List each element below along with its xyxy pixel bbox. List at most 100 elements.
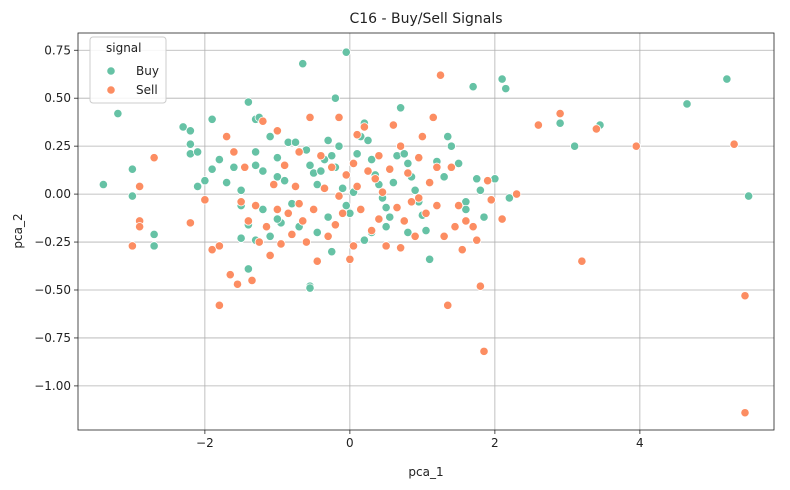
point-sell — [269, 179, 279, 190]
point-sell — [577, 256, 587, 266]
point-sell — [475, 281, 485, 291]
point-sell — [439, 231, 449, 241]
point-sell — [392, 202, 402, 213]
point-buy — [504, 193, 514, 203]
series-sell — [127, 70, 750, 418]
point-buy — [272, 172, 282, 182]
y-tick-label: 0.00 — [44, 187, 71, 201]
point-buy — [472, 174, 482, 184]
x-axis-ticks: −2 0 2 4 — [196, 430, 644, 450]
y-tick-label: −0.25 — [34, 235, 71, 249]
point-buy — [149, 229, 159, 239]
point-sell — [421, 208, 431, 218]
point-buy — [113, 108, 123, 119]
point-sell — [454, 201, 464, 211]
point-sell — [425, 177, 435, 188]
point-sell — [280, 160, 290, 170]
point-sell — [338, 208, 348, 218]
point-sell — [512, 189, 522, 199]
legend-marker-buy — [106, 66, 116, 76]
point-buy — [272, 214, 282, 224]
point-sell — [200, 195, 210, 205]
point-sell — [294, 199, 304, 209]
point-sell — [348, 241, 359, 251]
point-buy — [425, 254, 435, 264]
point-buy — [359, 235, 369, 245]
point-buy — [570, 141, 580, 151]
point-sell — [497, 214, 507, 224]
y-tick-label: 0.50 — [44, 91, 71, 105]
point-buy — [207, 164, 217, 174]
x-tick-label: 4 — [636, 436, 644, 450]
grid-lines — [78, 33, 774, 430]
point-sell — [591, 124, 601, 134]
point-buy — [399, 149, 409, 159]
point-buy — [403, 227, 413, 238]
legend-marker-sell — [106, 85, 116, 95]
point-sell — [396, 141, 406, 151]
point-buy — [178, 122, 188, 132]
point-sell — [185, 218, 195, 228]
point-sell — [247, 275, 257, 286]
legend-label-sell: Sell — [136, 83, 158, 97]
point-sell — [265, 250, 275, 261]
point-sell — [417, 131, 427, 142]
point-sell — [740, 408, 750, 418]
point-sell — [283, 208, 293, 218]
point-sell — [135, 181, 145, 192]
y-axis-ticks: 0.75 0.50 0.25 0.00 −0.25 −0.50 −0.75 −1.00 — [34, 43, 78, 393]
point-sell — [305, 112, 315, 122]
chart-title: C16 - Buy/Sell Signals — [349, 11, 502, 27]
series-buy — [98, 47, 754, 293]
point-buy — [327, 151, 337, 161]
point-sell — [414, 153, 424, 163]
point-sell — [396, 243, 406, 253]
point-buy — [193, 147, 203, 157]
point-sell — [236, 197, 246, 207]
point-sell — [729, 139, 739, 149]
point-sell — [377, 187, 388, 197]
point-sell — [229, 147, 239, 157]
point-buy — [443, 131, 453, 142]
x-axis-label: pca_1 — [408, 465, 443, 479]
point-sell — [272, 204, 282, 215]
point-sell — [457, 245, 467, 255]
plot-area — [77, 32, 775, 431]
point-sell — [214, 300, 224, 310]
point-sell — [363, 166, 373, 176]
point-buy — [341, 201, 351, 211]
point-buy — [305, 283, 315, 293]
point-buy — [251, 160, 261, 170]
point-sell — [214, 241, 224, 251]
point-buy — [149, 241, 159, 251]
point-sell — [483, 176, 493, 186]
point-sell — [149, 153, 159, 163]
point-sell — [323, 231, 333, 241]
point-buy — [421, 225, 431, 236]
data-points — [98, 47, 754, 418]
point-buy — [385, 212, 395, 222]
point-sell — [309, 204, 319, 215]
point-buy — [363, 135, 373, 146]
point-sell — [222, 131, 232, 142]
point-buy — [352, 149, 362, 159]
point-buy — [207, 114, 217, 124]
point-sell — [435, 70, 446, 80]
point-sell — [240, 162, 250, 172]
point-sell — [251, 201, 261, 211]
point-buy — [312, 227, 322, 238]
point-sell — [254, 237, 264, 247]
point-sell — [327, 162, 337, 172]
point-buy — [127, 191, 137, 201]
point-buy — [497, 74, 507, 84]
point-buy — [341, 47, 351, 57]
point-sell — [374, 214, 384, 224]
point-buy — [410, 185, 420, 195]
point-sell — [403, 168, 413, 178]
point-buy — [185, 126, 195, 136]
point-sell — [410, 231, 420, 241]
point-sell — [301, 237, 311, 247]
y-axis-label: pca_2 — [11, 213, 25, 248]
point-sell — [370, 174, 380, 184]
